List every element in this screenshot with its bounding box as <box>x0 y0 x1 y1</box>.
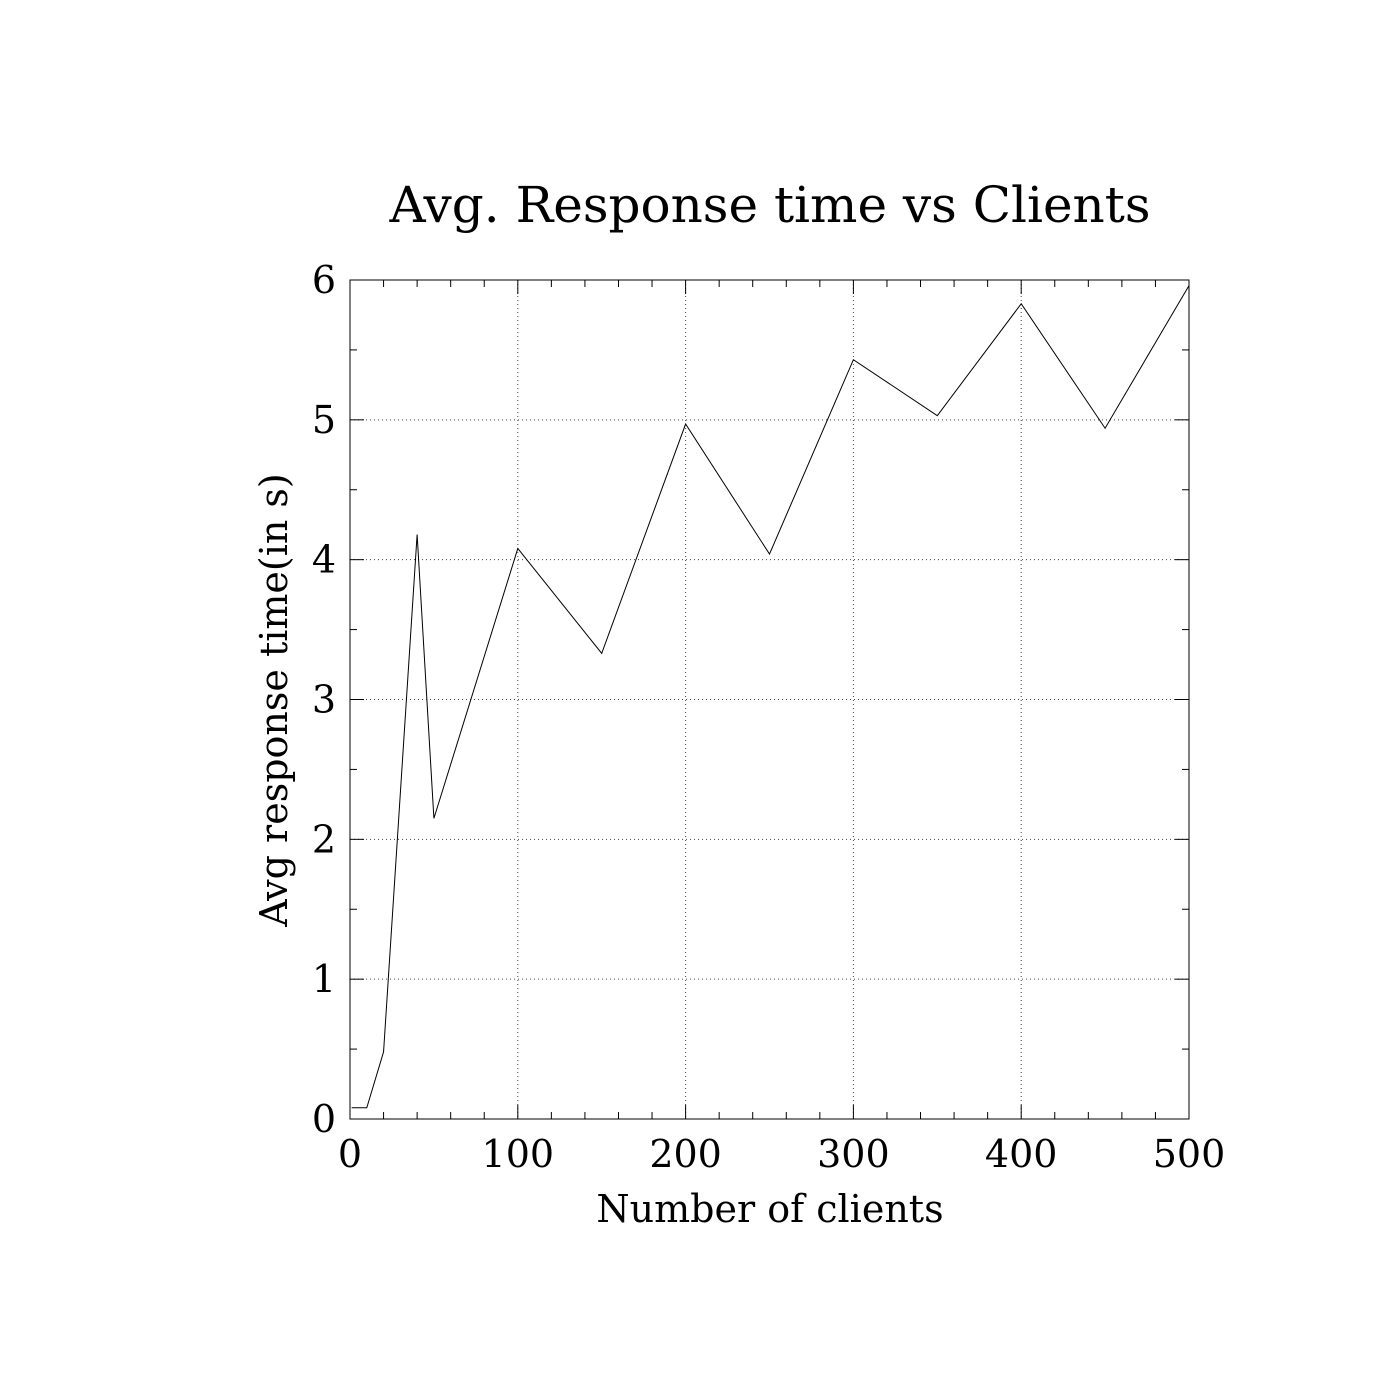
y-tick-label: 4 <box>312 538 336 582</box>
y-tick-label: 3 <box>312 678 336 722</box>
x-axis-label: Number of clients <box>596 1187 943 1231</box>
series-line <box>351 285 1190 1109</box>
x-tick-label: 300 <box>817 1132 890 1176</box>
x-tick-label: 200 <box>649 1132 722 1176</box>
x-tick-labels: 0 100 200 300 400 500 <box>338 1132 1225 1176</box>
y-tick-label: 0 <box>312 1097 336 1141</box>
series-layer <box>351 285 1190 1109</box>
y-tick-label: 6 <box>312 258 336 302</box>
chart-title: Avg. Response time vs Clients <box>388 176 1150 234</box>
y-tick-label: 5 <box>312 398 336 442</box>
x-tick-label: 0 <box>338 1132 362 1176</box>
y-axis-label: Avg response time(in s) <box>252 473 296 927</box>
y-tick-label: 1 <box>312 957 336 1001</box>
y-tick-labels: 0 1 2 3 4 5 6 <box>312 258 336 1141</box>
plot-frame <box>349 279 1190 1120</box>
minor-ticks <box>350 280 1189 1119</box>
x-tick-label: 400 <box>985 1132 1058 1176</box>
x-tick-label: 100 <box>482 1132 555 1176</box>
x-tick-label: 500 <box>1153 1132 1226 1176</box>
y-tick-label: 2 <box>312 817 336 861</box>
